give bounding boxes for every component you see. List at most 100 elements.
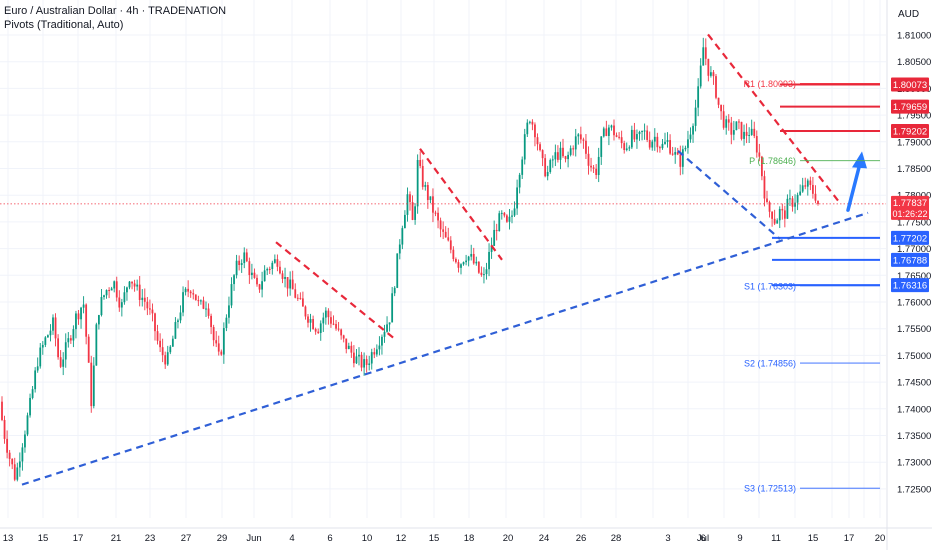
candle-body-bull [776,220,779,224]
candle-body-bear [582,139,585,141]
candle-body-bear [345,338,348,350]
candle-body-bear [337,328,340,330]
candle-body-bear [57,338,59,358]
price-tick-label: 1.73500 [897,431,931,442]
price-tick-label: 1.72500 [897,484,931,495]
last-price-tag [891,195,929,220]
candle-body-bull [370,352,373,364]
candle-body-bull [789,198,791,200]
candle-body-bear [373,352,376,355]
candle-body-bear [704,47,707,59]
candle-body-bear [442,229,445,232]
time-tick-label: 20 [503,533,514,544]
candle-body-bull [273,259,276,263]
candle-body-bull [31,389,34,398]
resistance-level-tag [891,99,929,114]
candle-body-bear [676,152,679,155]
candle-body-bear [452,249,455,260]
price-tick-label: 1.80500 [897,57,931,68]
candle-body-bear [745,131,748,136]
candle-body-bear [564,156,567,160]
candle-body-bull [549,160,552,172]
time-axis[interactable]: 13 15 17 21 23 27 29 Jun 4 6 10 12 15 18 20 24 26 28 Jul 3 6… [0,527,932,544]
candle-body-bull [513,208,516,216]
candle-body-bear [503,212,506,216]
candle-body-bull [475,261,478,264]
price-tick-label: 1.74000 [897,404,931,415]
candle-body-bear [146,301,149,309]
time-tick-label: 13 [3,533,14,544]
candle-body-bull [799,191,802,195]
candle-body-bull [694,107,697,126]
candle-body-bull [169,346,172,353]
candle-body-bull [516,187,518,209]
candle-body-bull [393,287,396,294]
candle-body-bull [748,134,751,136]
candle-body-bull [528,121,531,123]
candle-body-bear [138,284,141,301]
indicator-legend[interactable]: Pivots (Traditional, Auto) [4,19,124,31]
time-tick-label: 18 [464,533,475,544]
support-level-tag [891,252,929,267]
candle-body-bull [526,122,529,135]
candle-body-bull [100,297,103,316]
candle-body-bull [230,284,233,306]
candle-body-bear [763,176,766,199]
time-tick-label: 27 [181,533,192,544]
support-level-tag [891,278,929,293]
candle-body-bear [279,266,281,274]
candle-body-bull [625,148,628,150]
price-axis[interactable]: 1.810001.805001.800001.795001.790001.785… [886,0,931,550]
time-tick-label: 21 [111,533,122,544]
candle-body-bull [29,397,31,416]
candle-body-bear [353,352,355,364]
candle-body-bear [814,193,817,201]
candle-body-bull [21,447,24,462]
candle-body-bull [388,322,391,325]
symbol-title[interactable]: Euro / Australian Dollar · 4h · TRADENAT… [4,5,227,17]
time-tick-label: 15 [38,533,49,544]
candle-body-bear [656,136,659,148]
candle-body-bear [426,185,429,201]
candle-body-bear [722,111,725,128]
candle-body-bull [381,336,383,346]
candle-body-bull [699,65,702,87]
candle-body-bear [534,124,536,138]
candle-body-bear [192,293,195,295]
candle-body-bear [590,165,592,168]
time-tick-label: 9 [737,533,742,544]
candle-body-bull [263,270,266,282]
candle-body-bull [743,131,745,139]
candle-body-bear [304,306,307,317]
candle-body-bear [659,147,661,149]
candle-body-bull [610,125,613,128]
time-tick-label: 6 [327,533,332,544]
candle-body-bull [62,359,65,367]
candle-body-bull [324,310,327,318]
candle-body-bull [243,252,246,264]
candle-body-bull [52,317,54,331]
candle-body-bull [182,292,184,313]
candle-body-bull [105,290,108,296]
candle-body-bear [248,261,251,276]
candle-body-bull [391,293,394,323]
candle-body-bear [766,198,768,203]
candle-body-bear [615,135,618,137]
candle-body-bull [661,143,664,149]
candle-body-bull [735,121,738,131]
candle-body-bull [205,308,207,310]
candle-body-bear [679,154,682,167]
candle-body-bull [500,212,503,214]
price-tick-label: 1.78500 [897,164,931,175]
candle-body-bull [225,317,228,329]
candle-body-bull [710,72,712,76]
candle-body-bear [536,137,539,145]
candle-body-bull [284,277,286,279]
candle-body-bear [449,240,452,250]
candle-body-bear [495,229,498,232]
candle-body-bear [1,401,3,420]
candle-body-bull [319,323,322,333]
candle-body-bear [557,152,559,160]
candle-body-bull [39,347,42,367]
